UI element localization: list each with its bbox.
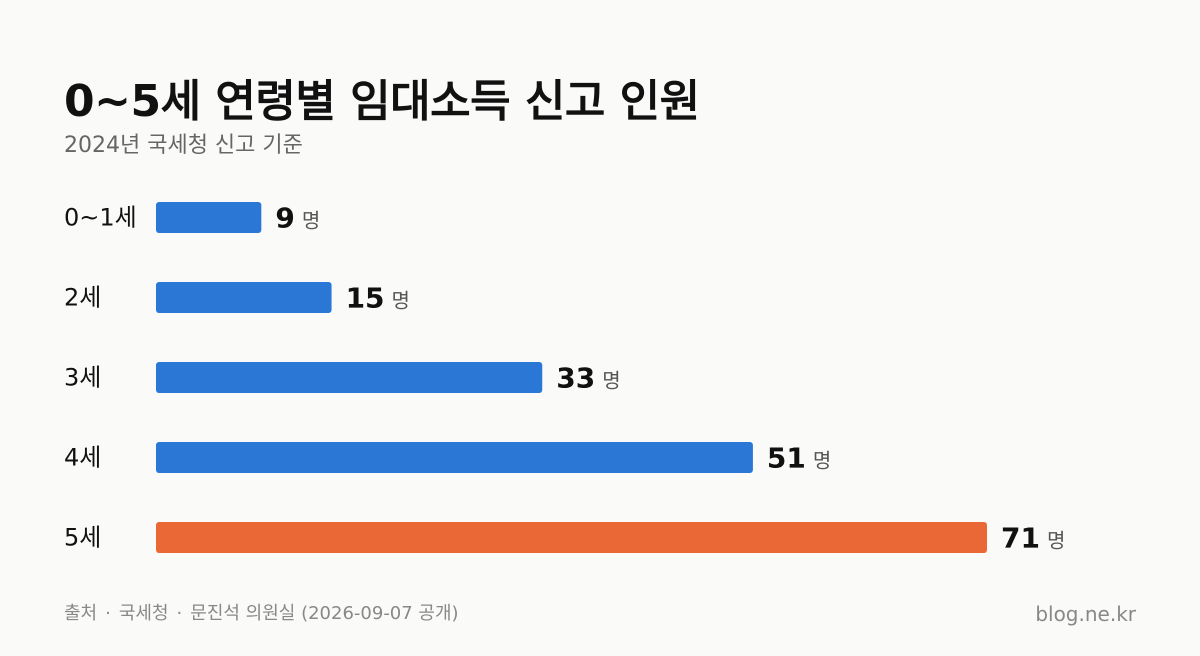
value-unit: 명: [813, 449, 831, 473]
value-label: 71 명: [1001, 522, 1065, 555]
separator: ·: [105, 603, 111, 624]
value-number: 33: [556, 362, 595, 395]
source-detail: 문진석 의원실 (2026-09-07 공개): [190, 603, 459, 624]
value-label: 51 명: [767, 442, 831, 475]
bar-chart: 0~1세 9 명2세 15 명3세 33 명4세 51 명5세 71 명: [64, 202, 1065, 555]
value-unit: 명: [392, 289, 410, 313]
value-number: 15: [346, 282, 385, 315]
value-number: 51: [767, 442, 806, 475]
source-org: 국세청: [118, 603, 169, 624]
bar: [156, 442, 753, 473]
value-unit: 명: [302, 209, 320, 233]
chart-subtitle: 2024년 국세청 신고 기준: [64, 133, 303, 158]
chart-title: 0~5세 연령별 임대소득 신고 인원: [64, 76, 700, 127]
value-label: 15 명: [346, 282, 410, 315]
bar: [156, 522, 987, 553]
value-number: 71: [1001, 522, 1040, 555]
separator: ·: [176, 603, 183, 624]
site-credit: blog.ne.kr: [1035, 602, 1136, 626]
category-label: 2세: [64, 284, 101, 312]
value-unit: 명: [602, 369, 620, 393]
category-label: 0~1세: [64, 204, 137, 232]
value-number: 9: [275, 202, 294, 235]
bar: [156, 362, 543, 393]
bar: [156, 282, 332, 313]
value-unit: 명: [1047, 529, 1065, 553]
category-label: 3세: [64, 364, 101, 392]
value-label: 33 명: [556, 362, 620, 395]
category-label: 5세: [64, 524, 101, 552]
bar: [156, 202, 262, 233]
category-label: 4세: [64, 444, 101, 472]
source-footer: 출처 · 국세청 · 문진석 의원실 (2026-09-07 공개): [64, 600, 459, 628]
source-label: 출처: [64, 603, 98, 624]
